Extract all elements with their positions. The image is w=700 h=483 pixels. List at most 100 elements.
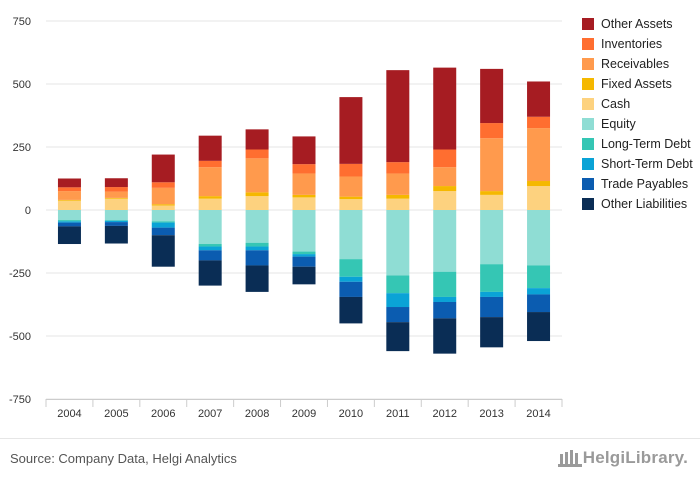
- bar-trade-payables-2010: [339, 281, 363, 297]
- bar-trade-payables-2011: [386, 307, 410, 323]
- legend-item-receivables[interactable]: Receivables: [582, 54, 693, 74]
- bar-equity-2014: [527, 210, 551, 266]
- bar-other-liabilities-2006: [151, 235, 175, 267]
- legend-swatch: [582, 138, 594, 150]
- legend: Other Assets Inventories Receivables Fixed …: [582, 14, 693, 214]
- bar-fixed-assets-2007: [198, 196, 222, 199]
- bar-cash-2009: [292, 197, 316, 210]
- y-tick-label: 500: [13, 79, 31, 91]
- bar-cash-2006: [151, 205, 175, 210]
- bar-other-assets-2013: [480, 68, 504, 124]
- y-tick-label: 750: [13, 16, 31, 28]
- bar-other-liabilities-2012: [433, 318, 457, 354]
- bar-fixed-assets-2013: [480, 191, 504, 195]
- legend-item-other-liabilities[interactable]: Other Liabilities: [582, 194, 693, 214]
- bar-other-liabilities-2005: [104, 225, 128, 244]
- legend-item-short-term-debt[interactable]: Short-Term Debt: [582, 154, 693, 174]
- legend-label: Other Liabilities: [601, 197, 688, 211]
- legend-item-fixed-assets[interactable]: Fixed Assets: [582, 74, 693, 94]
- legend-label: Cash: [601, 97, 631, 111]
- bar-equity-2005: [104, 210, 128, 221]
- bar-receivables-2010: [339, 176, 363, 197]
- bar-receivables-2009: [292, 173, 316, 195]
- x-tick-label: 2007: [198, 408, 222, 420]
- bar-short-term-debt-2014: [527, 288, 551, 295]
- x-tick-label: 2010: [339, 408, 363, 420]
- bar-other-assets-2004: [57, 178, 81, 188]
- legend-item-long-term-debt[interactable]: Long-Term Debt: [582, 134, 693, 154]
- bar-fixed-assets-2010: [339, 196, 363, 200]
- bar-inventories-2010: [339, 163, 363, 177]
- bar-other-liabilities-2013: [480, 317, 504, 348]
- bar-equity-2006: [151, 210, 175, 222]
- bar-other-assets-2012: [433, 67, 457, 150]
- legend-item-other-assets[interactable]: Other Assets: [582, 14, 693, 34]
- bar-cash-2012: [433, 191, 457, 210]
- bar-equity-2009: [292, 210, 316, 252]
- x-tick-label: 2011: [386, 408, 410, 420]
- y-tick-label: -250: [9, 268, 31, 280]
- bar-long-term-debt-2009: [292, 251, 316, 255]
- bar-receivables-2007: [198, 167, 222, 197]
- x-tick-label: 2008: [245, 408, 269, 420]
- bar-receivables-2008: [245, 158, 269, 193]
- bar-inventories-2006: [151, 182, 175, 188]
- bar-short-term-debt-2004: [57, 221, 81, 223]
- bar-equity-2007: [198, 210, 222, 245]
- bar-trade-payables-2007: [198, 250, 222, 261]
- x-tick-label: 2014: [526, 408, 550, 420]
- bar-fixed-assets-2014: [527, 181, 551, 187]
- bar-long-term-debt-2011: [386, 275, 410, 294]
- bar-fixed-assets-2011: [386, 194, 410, 199]
- bar-trade-payables-2008: [245, 250, 269, 266]
- bar-equity-2013: [480, 210, 504, 265]
- legend-item-cash[interactable]: Cash: [582, 94, 693, 114]
- bar-long-term-debt-2006: [151, 221, 175, 223]
- brand-logo: HelgiLibrary.: [557, 448, 688, 468]
- legend-label: Fixed Assets: [601, 77, 672, 91]
- bar-other-assets-2008: [245, 129, 269, 150]
- bar-cash-2008: [245, 196, 269, 210]
- bar-other-assets-2011: [386, 70, 410, 163]
- bar-trade-payables-2009: [292, 256, 316, 267]
- brand-name: HelgiLibrary.: [582, 448, 688, 467]
- bar-receivables-2012: [433, 167, 457, 187]
- bar-other-liabilities-2007: [198, 260, 222, 286]
- x-tick-label: 2013: [479, 408, 503, 420]
- y-tick-label: 0: [25, 205, 31, 217]
- bar-cash-2007: [198, 198, 222, 210]
- legend-item-inventories[interactable]: Inventories: [582, 34, 693, 54]
- bar-short-term-debt-2005: [104, 220, 128, 223]
- legend-swatch: [582, 58, 594, 70]
- bar-equity-2011: [386, 210, 410, 276]
- bar-equity-2010: [339, 210, 363, 260]
- bar-cash-2005: [104, 198, 128, 210]
- bar-other-liabilities-2014: [527, 312, 551, 342]
- legend-item-equity[interactable]: Equity: [582, 114, 693, 134]
- legend-swatch: [582, 118, 594, 130]
- bar-receivables-2011: [386, 173, 410, 195]
- legend-label: Trade Payables: [601, 177, 689, 191]
- bar-trade-payables-2004: [57, 222, 81, 227]
- bar-other-assets-2014: [527, 81, 551, 117]
- x-tick-labels: 2004 2005 2006 2007 2008 2009 2010 2011 2012 2013…: [57, 408, 551, 420]
- x-tick-label: 2009: [292, 408, 316, 420]
- bar-other-assets-2009: [292, 136, 316, 165]
- x-tick-label: 2006: [151, 408, 175, 420]
- bar-long-term-debt-2007: [198, 244, 222, 247]
- library-columns-icon: [557, 450, 582, 467]
- bar-short-term-debt-2010: [339, 276, 363, 282]
- bar-inventories-2011: [386, 162, 410, 174]
- bar-receivables-2006: [151, 187, 175, 205]
- legend-label: Inventories: [601, 37, 663, 51]
- x-tick-label: 2005: [104, 408, 128, 420]
- bar-short-term-debt-2012: [433, 296, 457, 302]
- legend-label: Equity: [601, 117, 636, 131]
- legend-label: Other Assets: [601, 17, 673, 31]
- bar-receivables-2014: [527, 128, 551, 182]
- legend-item-trade-payables[interactable]: Trade Payables: [582, 174, 693, 194]
- bar-long-term-debt-2004: [57, 220, 81, 222]
- bar-long-term-debt-2014: [527, 265, 551, 289]
- bar-inventories-2004: [57, 187, 81, 192]
